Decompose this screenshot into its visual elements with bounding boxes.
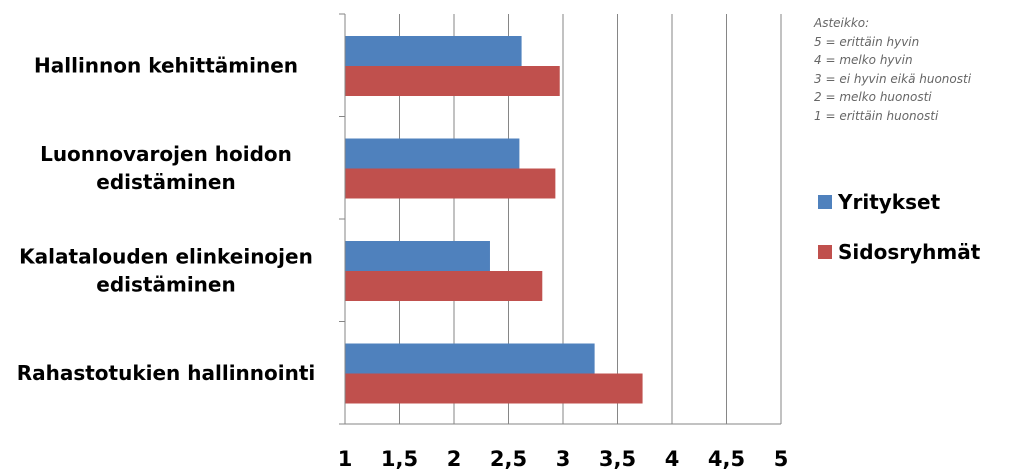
- x-tick-label: 2,5: [490, 447, 527, 471]
- x-tick-label: 1,5: [381, 447, 418, 471]
- x-tick-labels: 1 1,5 2 2,5 3 3,5 4 4,5 5: [338, 447, 789, 471]
- x-tick-label: 3,5: [599, 447, 636, 471]
- x-tick-label: 4: [665, 447, 680, 471]
- bars: [345, 36, 643, 404]
- bar: [345, 66, 560, 96]
- category-label: edistäminen: [96, 170, 235, 194]
- x-tick-label: 1: [338, 447, 353, 471]
- scale-note-line: 5 = erittäin hyvin: [814, 34, 920, 49]
- category-labels: Hallinnon kehittäminen Luonnovarojen hoid…: [17, 53, 316, 385]
- scale-note-line: 4 = melko hyvin: [814, 53, 913, 67]
- scale-note-line: Asteikko:: [814, 16, 870, 30]
- scale-note-line: 1 = erittäin huonosti: [814, 108, 939, 123]
- bar: [345, 241, 490, 271]
- x-tick-label: 5: [774, 447, 789, 471]
- scale-note-line: 2 = melko huonosti: [814, 90, 932, 104]
- category-label: Kalatalouden elinkeinojen: [19, 244, 313, 268]
- bar: [345, 271, 543, 301]
- legend-label: Sidosryhmät: [838, 240, 981, 264]
- legend-swatch: [818, 195, 832, 209]
- legend-label: Yritykset: [838, 190, 941, 214]
- bar: [345, 138, 520, 169]
- scale-note: Asteikko: 5 = erittäin hyvin 4 = melko h…: [814, 14, 1010, 125]
- legend-swatch: [818, 245, 832, 259]
- x-tick-label: 3: [556, 447, 571, 471]
- axes: [339, 13, 781, 425]
- x-tick-label: 2: [447, 447, 462, 471]
- legend-item-yritykset: Yritykset: [818, 188, 980, 216]
- category-label: edistäminen: [96, 272, 235, 296]
- bar: [345, 36, 522, 66]
- category-label: Hallinnon kehittäminen: [34, 53, 298, 77]
- category-label: Rahastotukien hallinnointi: [17, 361, 316, 385]
- category-label: Luonnovarojen hoidon: [40, 142, 292, 166]
- bar: [345, 373, 643, 404]
- bar: [345, 168, 556, 199]
- legend: Yritykset Sidosryhmät: [818, 188, 980, 288]
- bar: [345, 343, 595, 374]
- scale-note-line: 3 = ei hyvin eikä huonosti: [814, 71, 972, 86]
- x-tick-label: 4,5: [708, 447, 745, 471]
- legend-item-sidosryhmat: Sidosryhmät: [818, 238, 980, 266]
